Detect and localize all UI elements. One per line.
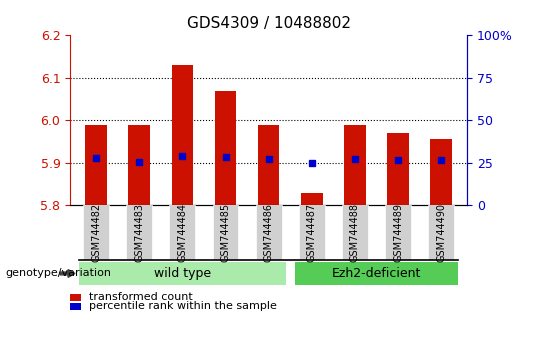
Text: transformed count: transformed count xyxy=(89,292,193,302)
Text: Ezh2-deficient: Ezh2-deficient xyxy=(332,267,421,280)
Bar xyxy=(301,193,322,205)
Text: GSM744488: GSM744488 xyxy=(350,203,360,262)
Text: GSM744484: GSM744484 xyxy=(177,203,187,262)
Text: percentile rank within the sample: percentile rank within the sample xyxy=(89,301,277,311)
Text: GSM744487: GSM744487 xyxy=(307,203,317,262)
Bar xyxy=(344,125,366,205)
Text: GSM744485: GSM744485 xyxy=(220,203,231,262)
Text: GSM744490: GSM744490 xyxy=(436,203,446,262)
Bar xyxy=(85,125,107,205)
Bar xyxy=(387,133,409,205)
Text: genotype/variation: genotype/variation xyxy=(5,268,111,279)
Bar xyxy=(172,65,193,205)
Bar xyxy=(258,125,279,205)
Bar xyxy=(129,125,150,205)
Text: wild type: wild type xyxy=(154,267,211,280)
Text: GSM744482: GSM744482 xyxy=(91,203,101,262)
Bar xyxy=(430,139,452,205)
Text: GSM744489: GSM744489 xyxy=(393,203,403,262)
Title: GDS4309 / 10488802: GDS4309 / 10488802 xyxy=(187,16,350,32)
Text: GSM744486: GSM744486 xyxy=(264,203,274,262)
Bar xyxy=(215,91,237,205)
Text: GSM744483: GSM744483 xyxy=(134,203,144,262)
